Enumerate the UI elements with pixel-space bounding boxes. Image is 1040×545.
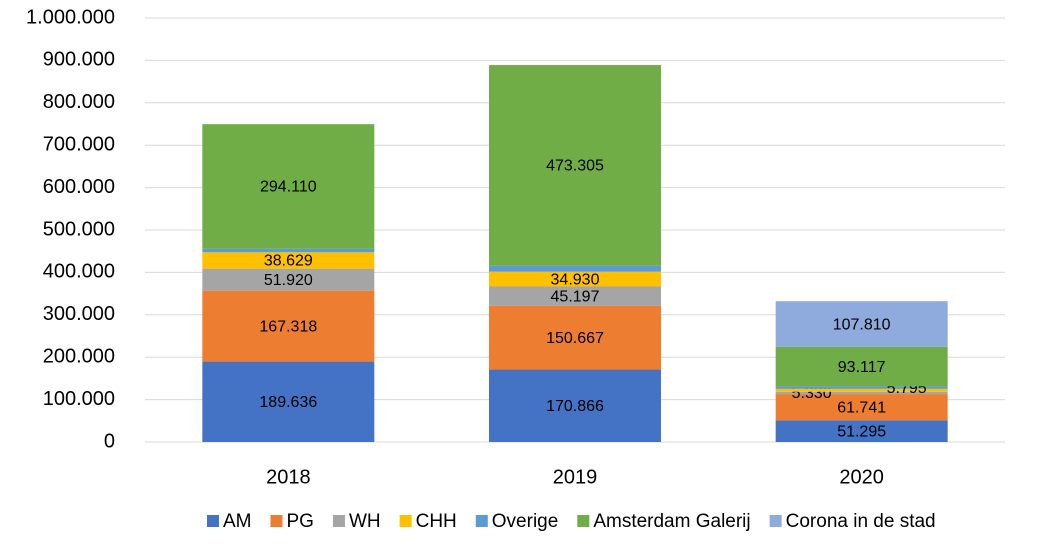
data-label: 167.318 [259,318,317,335]
legend-label: PG [287,511,314,532]
y-tick-label: 1.000.000 [26,6,115,28]
bar-segment [775,388,948,392]
data-label: 150.667 [546,330,604,347]
bar-segment [202,248,375,253]
legend-label: AM [223,511,252,532]
legend-swatch [475,515,488,527]
bar-segment [775,301,948,347]
legend-swatch [332,515,345,527]
data-label: 294.110 [260,179,317,196]
data-label: 51.920 [264,272,313,289]
y-tick-label: 0 [104,430,115,452]
data-label: 51.295 [837,423,886,440]
bar-segment [775,420,948,442]
legend-swatch [577,515,590,527]
legend-swatch [399,515,412,527]
y-tick-label: 300.000 [43,303,115,325]
y-tick-label: 100.000 [43,388,115,410]
legend-label: Corona in de stad [786,511,936,532]
data-label: 45.197 [551,288,600,305]
data-label: 93.117 [838,359,886,376]
bar-segment [775,394,948,421]
x-tick-label: 2019 [553,466,598,488]
bar-segment [489,286,661,306]
legend-swatch [270,515,283,527]
bar-segment [775,391,948,395]
data-label: 473.305 [546,158,604,175]
y-tick-label: 900.000 [43,49,115,71]
data-label: 38.629 [264,253,313,270]
y-tick-label: 200.000 [43,345,115,367]
legend-swatch [207,515,219,527]
bar-segment [489,265,661,272]
bar-segment [489,65,661,266]
y-tick-label: 500.000 [43,218,115,240]
bar-segment [202,268,375,291]
bar-segment [775,386,948,389]
data-label: 34.930 [551,271,600,288]
data-label: 189.636 [259,394,317,411]
bar-segment [489,369,661,442]
data-label: 107.810 [833,316,891,333]
x-tick-label: 2020 [839,466,884,488]
y-tick-label: 800.000 [43,91,115,113]
legend-label: WH [349,511,381,532]
y-tick-label: 700.000 [43,133,115,155]
y-tick-label: 400.000 [43,261,115,283]
bar-segment [202,361,375,442]
bar-segment [202,124,375,249]
data-label: 170.866 [546,398,604,415]
x-tick-label: 2018 [266,466,311,488]
bar-segment [489,271,661,287]
bar-segment [202,252,375,269]
bar-segment [489,305,661,370]
legend-label: Amsterdam Galerij [593,511,750,532]
y-tick-label: 600.000 [43,176,115,198]
data-label: 61.741 [837,399,886,416]
bar-segment [202,290,375,362]
legend-label: CHH [416,511,457,532]
legend-swatch [769,515,782,527]
bar-segment [775,346,948,387]
legend-label: Overige [492,511,559,532]
